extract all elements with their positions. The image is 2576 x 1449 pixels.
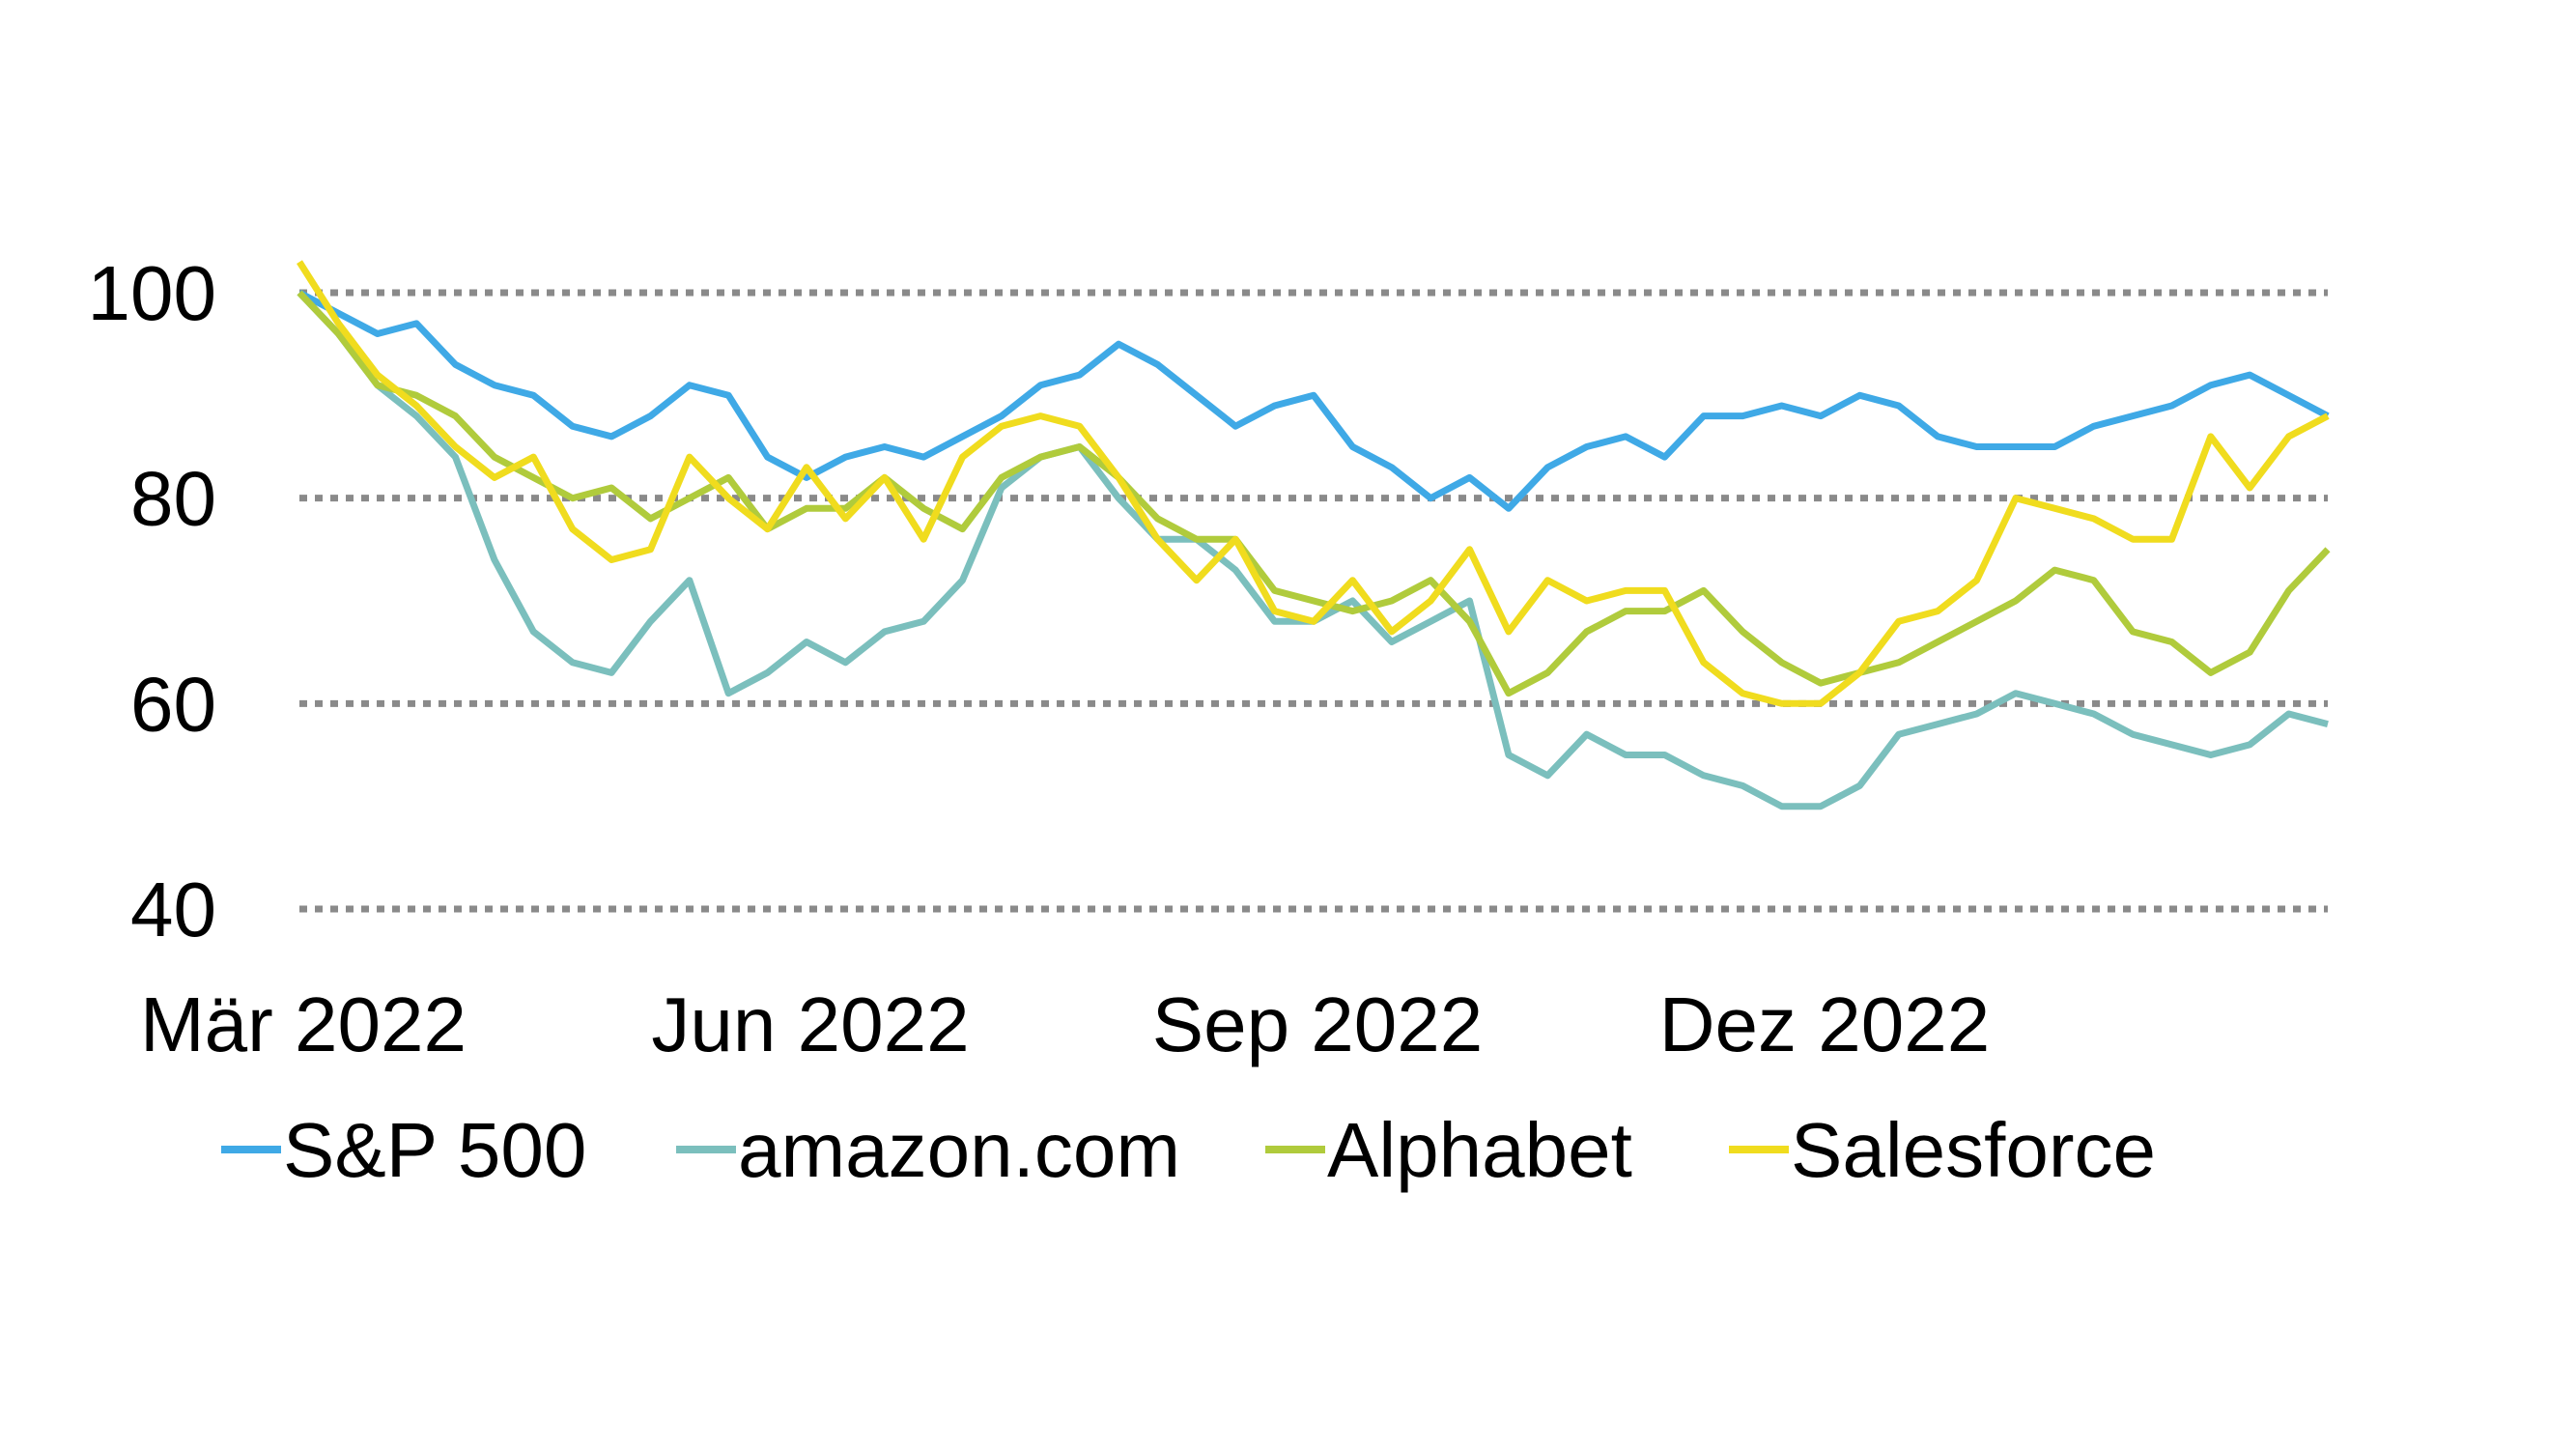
y-tick-label: 60 [130,661,216,747]
legend-label: Alphabet [1327,1107,1632,1193]
x-tick-label: Sep 2022 [1152,981,1484,1067]
series-lines [297,260,2331,810]
y-axis-ticks: 100 80 60 40 [88,250,216,952]
legend-item: S&P 500 [221,1107,586,1193]
series-line-alphabet [297,290,2331,697]
legend-label: Salesforce [1791,1107,2156,1193]
y-tick-label: 100 [88,250,216,336]
y-tick-label: 80 [130,456,216,542]
legend-label: S&P 500 [283,1107,586,1193]
y-tick-label: 40 [130,867,216,952]
x-tick-label: Jun 2022 [651,981,969,1067]
series-line-s-p-500 [297,289,2330,512]
legend-item: Salesforce [1729,1107,2156,1193]
legend-item: amazon.com [676,1107,1180,1193]
legend-item: Alphabet [1265,1107,1632,1193]
series-line-salesforce [297,260,2330,707]
legend-label: amazon.com [738,1107,1180,1193]
x-tick-label: Dez 2022 [1659,981,1990,1067]
legend: S&P 500 amazon.com Alphabet Salesforce [221,1107,2156,1193]
x-tick-label: Mär 2022 [140,981,467,1067]
x-axis-ticks: Mär 2022 Jun 2022 Sep 2022 Dez 2022 [140,981,1990,1067]
